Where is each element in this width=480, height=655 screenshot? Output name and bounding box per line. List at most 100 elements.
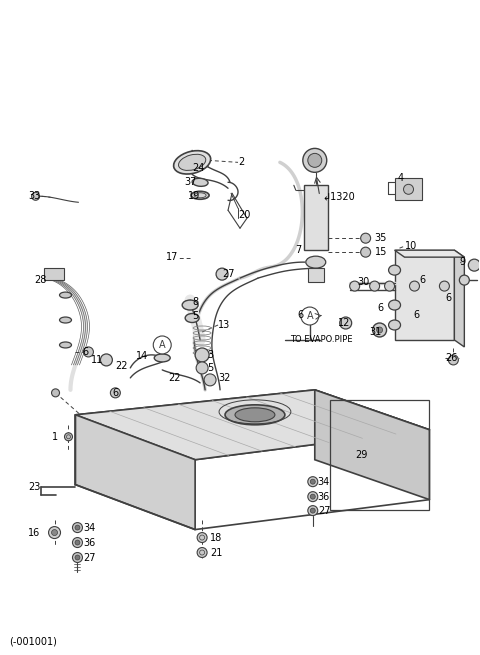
Circle shape [360,247,371,257]
Circle shape [110,388,120,398]
Text: 8: 8 [192,297,198,307]
Circle shape [384,281,395,291]
Ellipse shape [154,354,170,362]
Text: 34: 34 [84,523,96,533]
Text: 6: 6 [445,293,452,303]
Circle shape [75,525,80,530]
Text: 12: 12 [338,318,350,328]
Circle shape [84,347,94,357]
Text: 30: 30 [358,277,370,287]
Text: 6: 6 [378,303,384,313]
Text: 31: 31 [370,327,382,337]
Circle shape [360,233,371,243]
Circle shape [370,281,380,291]
Circle shape [197,548,207,557]
Text: A: A [159,340,166,350]
Circle shape [308,153,322,167]
Text: 3: 3 [207,350,213,360]
Ellipse shape [174,151,211,174]
Bar [395,178,422,200]
Circle shape [75,540,80,545]
Text: 14: 14 [136,351,148,361]
Circle shape [197,533,207,542]
Text: 5: 5 [192,311,198,321]
Circle shape [216,268,228,280]
Text: 6: 6 [420,275,426,285]
Circle shape [340,317,352,329]
Circle shape [468,259,480,271]
Text: 27: 27 [318,506,330,515]
Circle shape [100,354,112,366]
Circle shape [153,336,171,354]
Circle shape [372,323,386,337]
Text: 6: 6 [82,347,88,357]
Text: 16: 16 [28,527,41,538]
Ellipse shape [60,292,72,298]
Text: 29: 29 [356,450,368,460]
Circle shape [308,506,318,515]
Text: 15: 15 [374,247,387,257]
Ellipse shape [225,405,285,425]
Text: 6: 6 [413,310,420,320]
Bar [330,400,430,510]
Text: 1: 1 [52,432,59,441]
Circle shape [409,281,420,291]
Text: 6: 6 [112,388,119,398]
Ellipse shape [235,408,275,422]
Text: 5: 5 [207,363,213,373]
Circle shape [48,527,60,538]
Circle shape [64,433,72,441]
Text: 10: 10 [405,241,417,251]
Text: 37: 37 [185,178,197,187]
Ellipse shape [389,320,400,330]
Ellipse shape [185,314,199,322]
Circle shape [72,553,83,563]
Text: TO EVAPO.PIPE: TO EVAPO.PIPE [290,335,352,345]
Text: 11: 11 [91,355,103,365]
Text: (-001001): (-001001) [9,637,57,646]
Polygon shape [455,250,464,347]
Text: 32: 32 [218,373,230,383]
Circle shape [308,492,318,502]
Text: 26: 26 [445,353,458,363]
Text: 33: 33 [28,191,41,201]
Text: 13: 13 [218,320,230,330]
Text: A: A [307,311,313,321]
Circle shape [308,477,318,487]
Circle shape [72,538,83,548]
Polygon shape [395,250,455,340]
Text: 18: 18 [210,533,222,542]
Text: 27: 27 [84,553,96,563]
Text: 34: 34 [318,477,330,487]
Ellipse shape [459,275,469,285]
Text: 28: 28 [34,275,47,285]
Circle shape [439,281,449,291]
Text: 21: 21 [210,548,222,557]
Text: 36: 36 [84,538,96,548]
Ellipse shape [60,342,72,348]
Circle shape [310,479,315,484]
Ellipse shape [182,300,198,310]
Text: 9: 9 [459,257,466,267]
Polygon shape [75,390,430,460]
Text: 19: 19 [188,191,200,201]
Circle shape [310,508,315,513]
Ellipse shape [60,317,72,323]
Text: 24: 24 [193,163,205,174]
Text: 7: 7 [296,245,302,255]
Circle shape [195,348,209,362]
Circle shape [310,494,315,499]
Circle shape [350,281,360,291]
Bar [308,268,324,282]
Circle shape [72,523,83,533]
Polygon shape [315,390,430,500]
Text: 23: 23 [28,481,41,492]
Text: ↲1320: ↲1320 [323,191,356,201]
Text: 27: 27 [222,269,235,279]
Ellipse shape [179,155,206,170]
Circle shape [196,362,208,374]
Ellipse shape [306,256,326,268]
Ellipse shape [389,300,400,310]
Ellipse shape [192,178,208,186]
Circle shape [204,374,216,386]
